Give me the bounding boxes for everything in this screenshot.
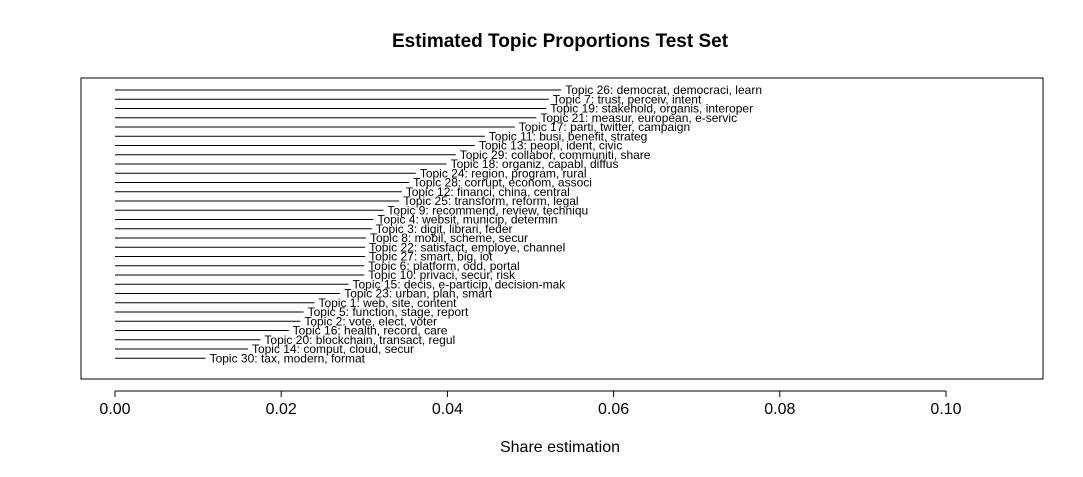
x-tick-label: 0.02 (266, 401, 297, 418)
bar-label: Topic 23: urban, plan, smart (344, 287, 493, 301)
bar-label: Topic 11: busi, benefit, strateg (489, 129, 648, 143)
bar-label: Topic 4: websit, municip, determin (377, 213, 557, 227)
x-tick-label: 0.00 (99, 401, 130, 418)
chart-title: Estimated Topic Proportions Test Set (392, 31, 729, 52)
bar-label: Topic 3: digit, librari, feder (376, 222, 513, 236)
x-axis: 0.00 0.02 0.04 0.06 0.08 0.10 (99, 390, 962, 418)
bar-label: Topic 25: transform, reform, legal (403, 194, 578, 208)
bar-label: Topic 26: democrat, democraci, learn (565, 83, 762, 97)
x-tick-label: 0.04 (432, 401, 463, 418)
bar-label: Topic 5: function, stage, report (308, 305, 469, 319)
bar-label: Topic 19: stakehold, organis, interoper (550, 102, 753, 116)
bar-label: Topic 14: comput, cloud, secur (252, 342, 414, 356)
bar-label: Topic 21: measur, european, e-servic (540, 111, 737, 125)
bar-label: Topic 20: blockchain, transact, regul (264, 333, 455, 347)
bar-label: Topic 13: peopl, ident, civic (479, 139, 622, 153)
bar-series: Topic 26: democrat, democraci, learnTopi… (115, 83, 762, 365)
bar-label: Topic 22: satisfact, employe, channel (369, 240, 565, 254)
bar-label: Topic 30: tax, modern, format (210, 351, 366, 365)
x-tick-label: 0.06 (598, 401, 629, 418)
bar-label: Topic 9: recommend, review, techniqu (387, 203, 588, 217)
bar-label: Topic 17: parti, twitter, campaign (519, 120, 690, 134)
bar-label: Topic 29: collabor, communiti, share (460, 148, 651, 162)
bar-label: Topic 7: trust, perceiv, intent (553, 92, 702, 106)
bar-label: Topic 28: corrupt, econom, associ (413, 176, 592, 190)
bar-label: Topic 16: health, record, care (293, 324, 448, 338)
bar-label: Topic 24: region, program, rural (420, 166, 587, 180)
x-tick-label: 0.08 (764, 401, 795, 418)
bar-label: Topic 12: financi, china, central (406, 185, 570, 199)
x-tick-label: 0.10 (930, 401, 961, 418)
x-axis-title: Share estimation (500, 439, 620, 456)
bar-label: Topic 10: privaci, secur, risk (368, 268, 516, 282)
bar-label: Topic 6: platform, odd, portal (368, 259, 519, 273)
bar-label: Topic 8: mobil, scheme, secur (370, 231, 528, 245)
bar-label: Topic 27: smart, big, iot (369, 250, 493, 264)
plot-frame (80, 77, 1044, 380)
bar-label: Topic 18: organiz, capabl, diffus (451, 157, 619, 171)
bar-label: Topic 1: web, site, content (318, 296, 457, 310)
bar-label: Topic 2: vote, elect, voter (304, 314, 437, 328)
bar-label: Topic 15: decis, e-particip, decision-ma… (353, 277, 567, 291)
x-ticks: 0.00 0.02 0.04 0.06 0.08 0.10 (99, 391, 962, 418)
